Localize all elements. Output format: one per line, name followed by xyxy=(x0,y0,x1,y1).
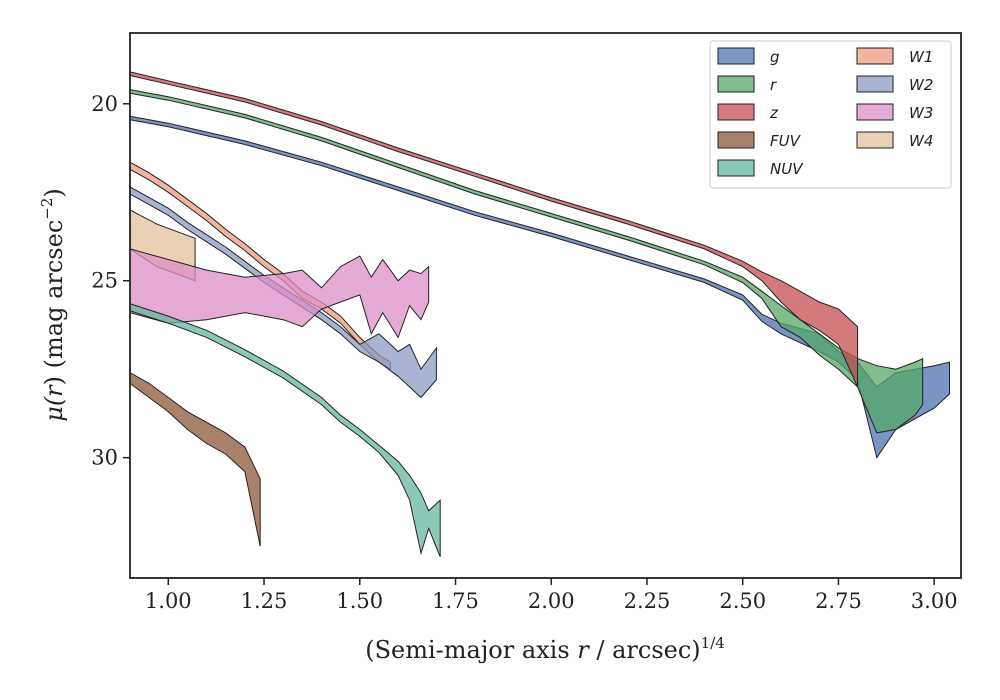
legend-label-w1: W1 xyxy=(909,48,933,66)
y-tick-label: 20 xyxy=(91,92,118,116)
legend-swatch-w4 xyxy=(856,131,894,149)
band-nuv xyxy=(130,303,441,557)
legend-swatch-nuv xyxy=(717,159,755,177)
x-axis-label: (Semi-major axis r / arcsec)1/4 xyxy=(365,634,725,664)
x-tick-label: 2.00 xyxy=(528,589,575,613)
legend-label-w2: W2 xyxy=(909,76,933,94)
x-tick-label: 1.75 xyxy=(432,589,479,613)
legend-label-r: r xyxy=(770,76,777,94)
band-g xyxy=(130,115,950,459)
x-tick-label: 2.25 xyxy=(624,589,671,613)
x-tick-label: 2.50 xyxy=(719,589,766,613)
plot-area-bands xyxy=(130,71,950,557)
x-tick-label: 1.00 xyxy=(145,589,192,613)
legend-swatch-w2 xyxy=(856,75,894,93)
x-axis-ticks: 1.00 1.25 1.50 1.75 2.00 2.25 2.50 2.75 3.00 xyxy=(145,578,958,613)
legend-label-z: z xyxy=(769,104,779,122)
band-r xyxy=(130,89,924,434)
legend: grz FUV NUV W1 W2 W3 W4 xyxy=(709,40,952,189)
legend-swatch-fuv xyxy=(717,131,755,149)
legend-swatch-g xyxy=(717,47,755,65)
legend-label-nuv: NUV xyxy=(770,160,804,178)
band-z xyxy=(130,71,859,388)
y-tick-label: 30 xyxy=(91,446,118,470)
x-tick-label: 1.50 xyxy=(336,589,383,613)
x-tick-label: 2.75 xyxy=(815,589,862,613)
legend-label-g: g xyxy=(770,48,780,66)
y-axis-label: μ(r) (mag arcsec−2) xyxy=(38,188,68,422)
legend-swatch-z xyxy=(717,103,755,121)
legend-swatch-w1 xyxy=(856,47,894,65)
legend-label-w4: W4 xyxy=(909,132,933,150)
legend-label-fuv: FUV xyxy=(770,132,802,150)
y-axis-ticks: 20 25 30 xyxy=(91,92,130,470)
x-tick-label: 3.00 xyxy=(911,589,958,613)
legend-label-w3: W3 xyxy=(909,104,933,122)
y-tick-label: 25 xyxy=(91,269,118,293)
band-fuv xyxy=(130,372,261,547)
plot-frame xyxy=(129,32,962,579)
legend-swatch-r xyxy=(717,75,755,93)
band-w3 xyxy=(130,248,430,339)
legend-swatch-w3 xyxy=(856,103,894,121)
x-tick-label: 1.25 xyxy=(241,589,288,613)
